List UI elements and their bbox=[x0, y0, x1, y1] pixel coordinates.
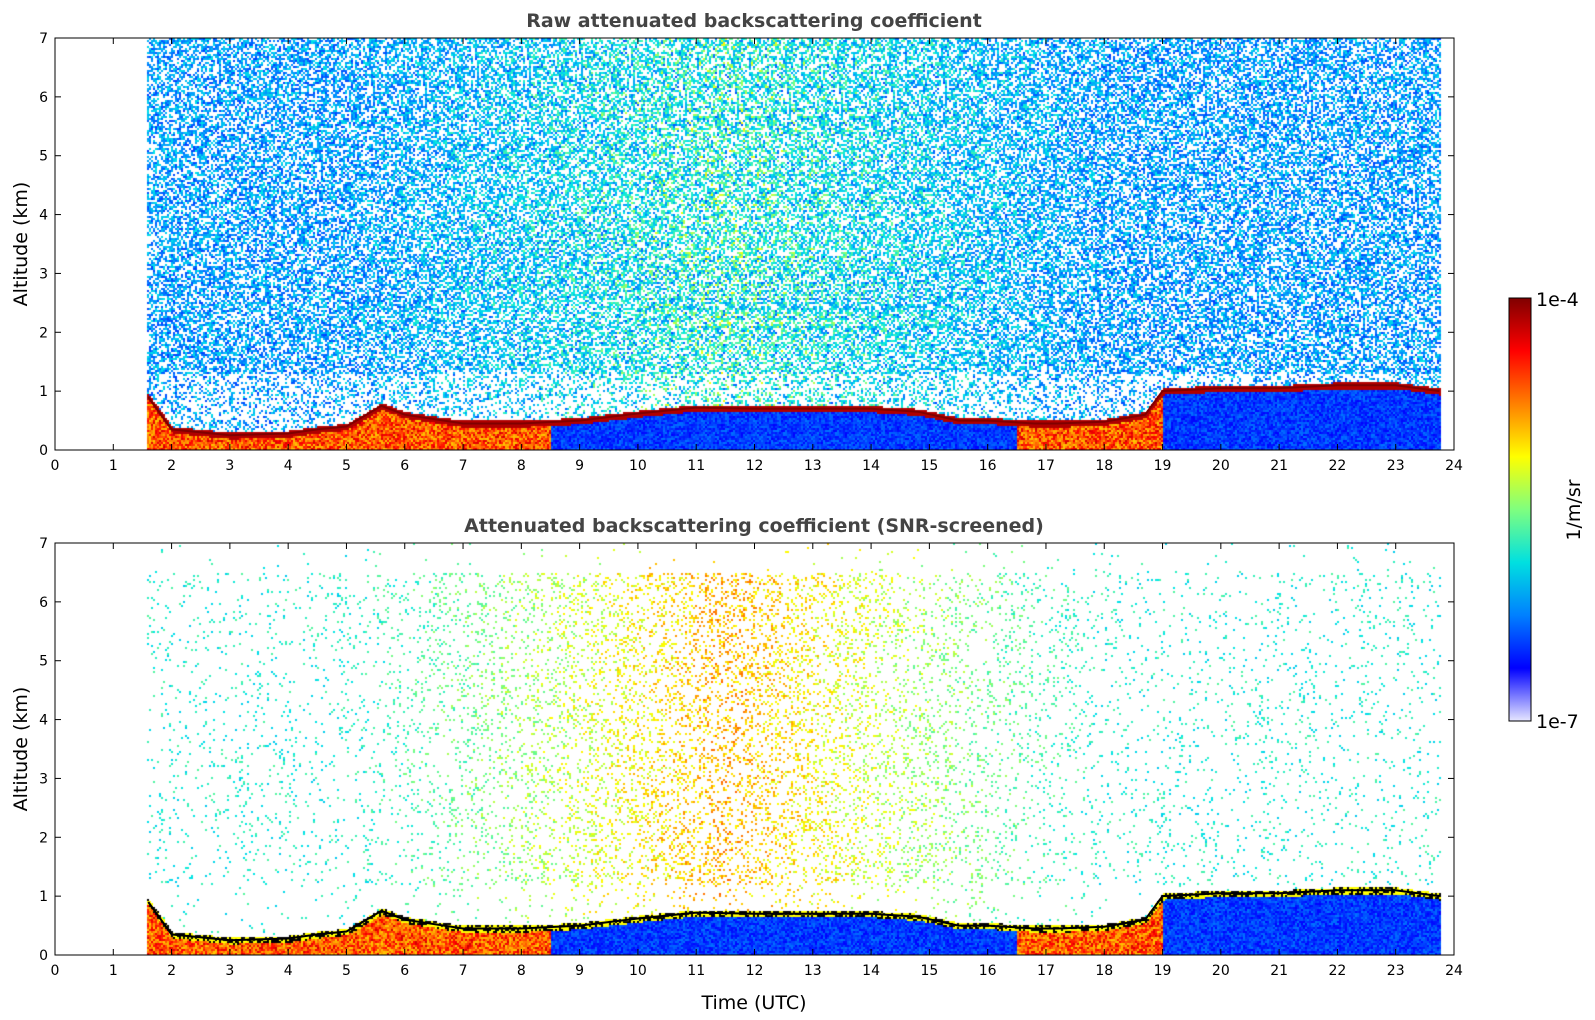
x-tick-label: 6 bbox=[400, 458, 409, 474]
boundary-layer-line bbox=[147, 889, 1440, 942]
x-tick-label: 14 bbox=[862, 458, 880, 474]
x-tick-label: 8 bbox=[517, 458, 526, 474]
y-axis: 0 1 2 3 4 5 6 7 bbox=[39, 536, 1454, 964]
x-tick-label: 18 bbox=[1095, 963, 1113, 979]
x-tick-label: 19 bbox=[1154, 458, 1172, 474]
y-axis-label: Altitude (km) bbox=[10, 687, 32, 812]
x-tick-label: 13 bbox=[804, 458, 822, 474]
x-tick-label: 11 bbox=[687, 963, 705, 979]
boundary-layer bbox=[147, 384, 1440, 437]
x-tick-label: 23 bbox=[1387, 458, 1405, 474]
x-tick-label: 2 bbox=[167, 963, 176, 979]
x-tick-label: 19 bbox=[1154, 963, 1172, 979]
x-tick-label: 23 bbox=[1387, 963, 1405, 979]
x-tick-label: 11 bbox=[687, 458, 705, 474]
y-tick-label: 1 bbox=[39, 384, 48, 400]
x-tick-label: 20 bbox=[1212, 963, 1230, 979]
x-tick-label: 3 bbox=[225, 458, 234, 474]
x-tick-label: 10 bbox=[629, 458, 647, 474]
x-tick-label: 2 bbox=[167, 458, 176, 474]
y-tick-label: 6 bbox=[39, 595, 48, 611]
x-tick-label: 21 bbox=[1270, 458, 1288, 474]
y-tick-label: 3 bbox=[39, 266, 48, 282]
colorbar-unit-label: 1/m/sr bbox=[1563, 479, 1585, 540]
colorbar: 1e-4 1e-7 1/m/sr bbox=[1508, 289, 1585, 733]
x-tick-label: 6 bbox=[400, 963, 409, 979]
y-tick-label: 1 bbox=[39, 889, 48, 905]
y-tick-label: 6 bbox=[39, 90, 48, 106]
x-tick-label: 16 bbox=[979, 963, 997, 979]
y-axis-label: Altitude (km) bbox=[10, 182, 32, 307]
boundary-layer-line bbox=[147, 384, 1440, 437]
y-tick-label: 0 bbox=[39, 948, 48, 964]
x-tick-label: 9 bbox=[575, 458, 584, 474]
x-tick-label: 7 bbox=[459, 458, 468, 474]
y-tick-label: 0 bbox=[39, 443, 48, 459]
y-tick-label: 2 bbox=[39, 830, 48, 846]
colorbar-gradient bbox=[1508, 297, 1532, 722]
y-tick-label: 5 bbox=[39, 149, 48, 165]
x-tick-label: 5 bbox=[342, 963, 351, 979]
x-tick-label: 17 bbox=[1037, 458, 1055, 474]
y-tick-label: 7 bbox=[39, 536, 48, 552]
x-tick-label: 15 bbox=[920, 963, 938, 979]
x-axis: 0 1 2 3 4 5 6 7 8 9 10 11 12 13 14 15 16 17 18 19 20 21 22 23 24 bbox=[51, 38, 1463, 474]
x-tick-label: 12 bbox=[746, 963, 764, 979]
panel-title: Attenuated backscattering coefficient (S… bbox=[464, 515, 1044, 537]
y-axis: 0 1 2 3 4 5 6 7 bbox=[39, 31, 1454, 459]
x-tick-label: 15 bbox=[920, 458, 938, 474]
y-tick-label: 7 bbox=[39, 31, 48, 47]
x-tick-label: 10 bbox=[629, 963, 647, 979]
x-tick-label: 24 bbox=[1445, 458, 1463, 474]
panel-raw: Raw attenuated backscattering coefficien… bbox=[10, 10, 1463, 474]
panel-snr-screened: Attenuated backscattering coefficient (S… bbox=[10, 515, 1463, 1014]
x-tick-label: 3 bbox=[225, 963, 234, 979]
backscatter-heatmap bbox=[55, 543, 1454, 955]
x-tick-label: 9 bbox=[575, 963, 584, 979]
x-tick-label: 7 bbox=[459, 963, 468, 979]
x-tick-label: 0 bbox=[51, 458, 60, 474]
x-tick-label: 1 bbox=[109, 458, 118, 474]
x-tick-label: 24 bbox=[1445, 963, 1463, 979]
y-tick-label: 5 bbox=[39, 654, 48, 670]
x-axis: 0 1 2 3 4 5 6 7 8 9 10 11 12 13 14 15 16 17 18 19 20 21 22 23 24 bbox=[51, 543, 1463, 979]
y-tick-label: 3 bbox=[39, 771, 48, 787]
x-tick-label: 16 bbox=[979, 458, 997, 474]
panel-title: Raw attenuated backscattering coefficien… bbox=[526, 10, 982, 32]
x-tick-label: 22 bbox=[1329, 963, 1347, 979]
x-tick-label: 5 bbox=[342, 458, 351, 474]
x-tick-label: 0 bbox=[51, 963, 60, 979]
x-tick-label: 22 bbox=[1329, 458, 1347, 474]
x-tick-label: 4 bbox=[284, 458, 293, 474]
x-tick-label: 17 bbox=[1037, 963, 1055, 979]
x-tick-label: 13 bbox=[804, 963, 822, 979]
x-tick-label: 20 bbox=[1212, 458, 1230, 474]
colorbar-max-label: 1e-4 bbox=[1536, 289, 1579, 311]
boundary-layer bbox=[147, 889, 1440, 942]
y-tick-label: 4 bbox=[39, 208, 48, 224]
x-tick-label: 8 bbox=[517, 963, 526, 979]
x-tick-label: 12 bbox=[746, 458, 764, 474]
heatmap-texture bbox=[55, 38, 1454, 450]
x-tick-label: 21 bbox=[1270, 963, 1288, 979]
x-axis-label: Time (UTC) bbox=[700, 992, 806, 1014]
y-tick-label: 2 bbox=[39, 325, 48, 341]
x-tick-label: 14 bbox=[862, 963, 880, 979]
backscatter-heatmap bbox=[55, 38, 1454, 450]
x-tick-label: 18 bbox=[1095, 458, 1113, 474]
x-tick-label: 4 bbox=[284, 963, 293, 979]
y-tick-label: 4 bbox=[39, 713, 48, 729]
colorbar-min-label: 1e-7 bbox=[1536, 711, 1579, 733]
heatmap-texture bbox=[55, 543, 1454, 955]
x-tick-label: 1 bbox=[109, 963, 118, 979]
